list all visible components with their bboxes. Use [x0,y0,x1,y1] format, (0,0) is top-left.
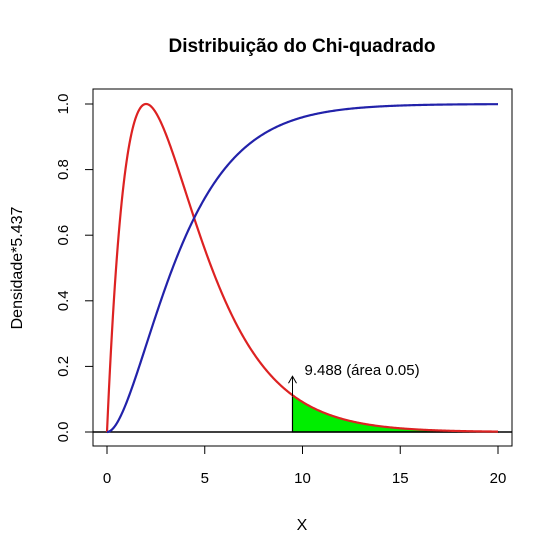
x-tick-label: 0 [103,470,111,487]
x-tick-label: 20 [490,470,507,487]
x-tick-label: 15 [392,470,409,487]
annotation-text: 9.488 (área 0.05) [304,362,419,379]
cumulative-curve [106,103,499,434]
annotation-arrow-head [288,375,297,384]
y-tick-label: 0.2 [55,356,72,377]
y-tick-label: 0.4 [55,290,72,311]
y-tick-label: 0.0 [55,422,72,443]
y-axis-label: Densidade*5.437 [9,207,26,330]
y-tick-label: 0.6 [55,225,72,246]
x-tick-label: 10 [294,470,311,487]
x-axis-label: X [297,517,308,534]
x-tick-label: 5 [201,470,209,487]
plot-frame [92,88,513,447]
y-tick-label: 1.0 [55,94,72,115]
plot-area: 0 5 10 15 20 0.0 0.2 0.4 0.6 0.8 1.0 9.488 (área 0.… [55,88,513,487]
density-curve [105,102,499,433]
y-tick-label: 0.8 [55,159,72,180]
chart-title: Distribuição do Chi-quadrado [168,36,435,57]
